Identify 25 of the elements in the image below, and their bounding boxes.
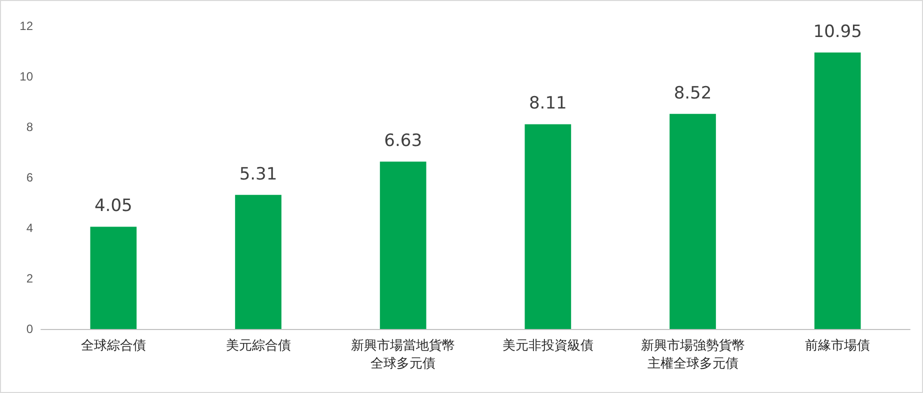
data-label: 5.31	[239, 164, 278, 184]
data-label: 8.11	[528, 94, 567, 114]
x-tick-label: 全球綜合債	[80, 338, 146, 354]
x-tick-label: 美元非投資級債	[502, 338, 594, 354]
x-tick-label: 前緣市場債	[805, 338, 870, 354]
y-tick-label: 8	[26, 120, 34, 134]
y-tick-label: 4	[26, 221, 34, 235]
bar	[524, 124, 572, 329]
bar	[235, 194, 282, 329]
data-label: 6.63	[384, 131, 422, 152]
x-tick-label: 新興市場當地貨幣全球多元債	[351, 338, 456, 372]
y-tick-label: 6	[26, 170, 34, 184]
y-tick-label: 0	[26, 322, 34, 336]
bar	[380, 162, 426, 329]
x-tick-label: 新興市場強勢貨幣主權全球多元債	[640, 338, 745, 372]
bar	[814, 52, 861, 329]
x-tick-label: 美元綜合債	[226, 338, 291, 354]
data-label: 10.95	[813, 22, 862, 42]
bar	[670, 114, 716, 329]
y-tick-label: 12	[20, 19, 34, 33]
data-label: 4.05	[94, 196, 132, 216]
y-tick-label: 2	[26, 272, 34, 286]
bar	[90, 226, 137, 329]
y-tick-label: 10	[20, 70, 34, 84]
data-label: 8.52	[674, 83, 712, 104]
